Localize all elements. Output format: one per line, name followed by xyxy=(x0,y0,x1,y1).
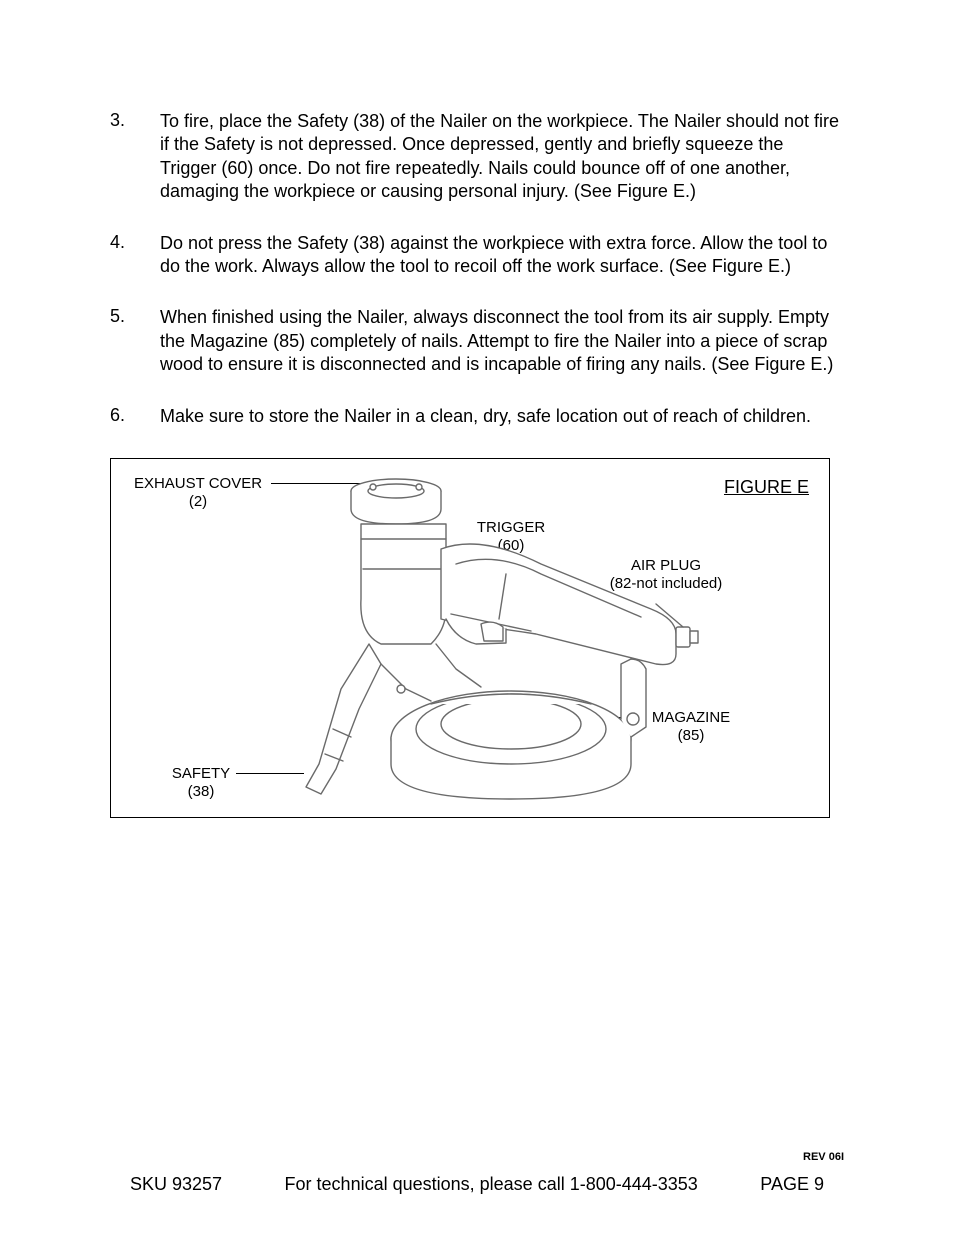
item-text: Do not press the Safety (38) against the… xyxy=(160,232,844,279)
instruction-item: 3. To fire, place the Safety (38) of the… xyxy=(110,110,844,204)
item-number: 6. xyxy=(110,405,160,426)
item-number: 4. xyxy=(110,232,160,253)
item-text: Make sure to store the Nailer in a clean… xyxy=(160,405,844,428)
revision-text: REV 06I xyxy=(803,1151,844,1163)
instruction-item: 5. When finished using the Nailer, alway… xyxy=(110,306,844,376)
item-text: When finished using the Nailer, always d… xyxy=(160,306,844,376)
page-number: PAGE 9 xyxy=(760,1174,824,1195)
page-footer: SKU 93257 For technical questions, pleas… xyxy=(0,1174,954,1195)
figure-title: FIGURE E xyxy=(724,477,809,498)
label-line1: SAFETY xyxy=(172,765,230,782)
label-exhaust-cover: EXHAUST COVER (2) xyxy=(123,475,273,511)
label-line2: (2) xyxy=(189,493,207,510)
nailer-diagram-icon xyxy=(281,469,701,809)
instruction-item: 4. Do not press the Safety (38) against … xyxy=(110,232,844,279)
support-text: For technical questions, please call 1-8… xyxy=(285,1174,698,1195)
instruction-item: 6. Make sure to store the Nailer in a cl… xyxy=(110,405,844,428)
label-line1: EXHAUST COVER xyxy=(134,475,262,492)
item-number: 3. xyxy=(110,110,160,131)
label-safety: SAFETY (38) xyxy=(151,765,251,801)
item-text: To fire, place the Safety (38) of the Na… xyxy=(160,110,844,204)
item-number: 5. xyxy=(110,306,160,327)
label-line2: (38) xyxy=(188,783,215,800)
manual-page: 3. To fire, place the Safety (38) of the… xyxy=(0,0,954,1235)
sku-text: SKU 93257 xyxy=(130,1174,222,1195)
instructions-list: 3. To fire, place the Safety (38) of the… xyxy=(110,110,844,428)
figure-e-box: FIGURE E EXHAUST COVER (2) TRIGGER (60) … xyxy=(110,458,830,818)
